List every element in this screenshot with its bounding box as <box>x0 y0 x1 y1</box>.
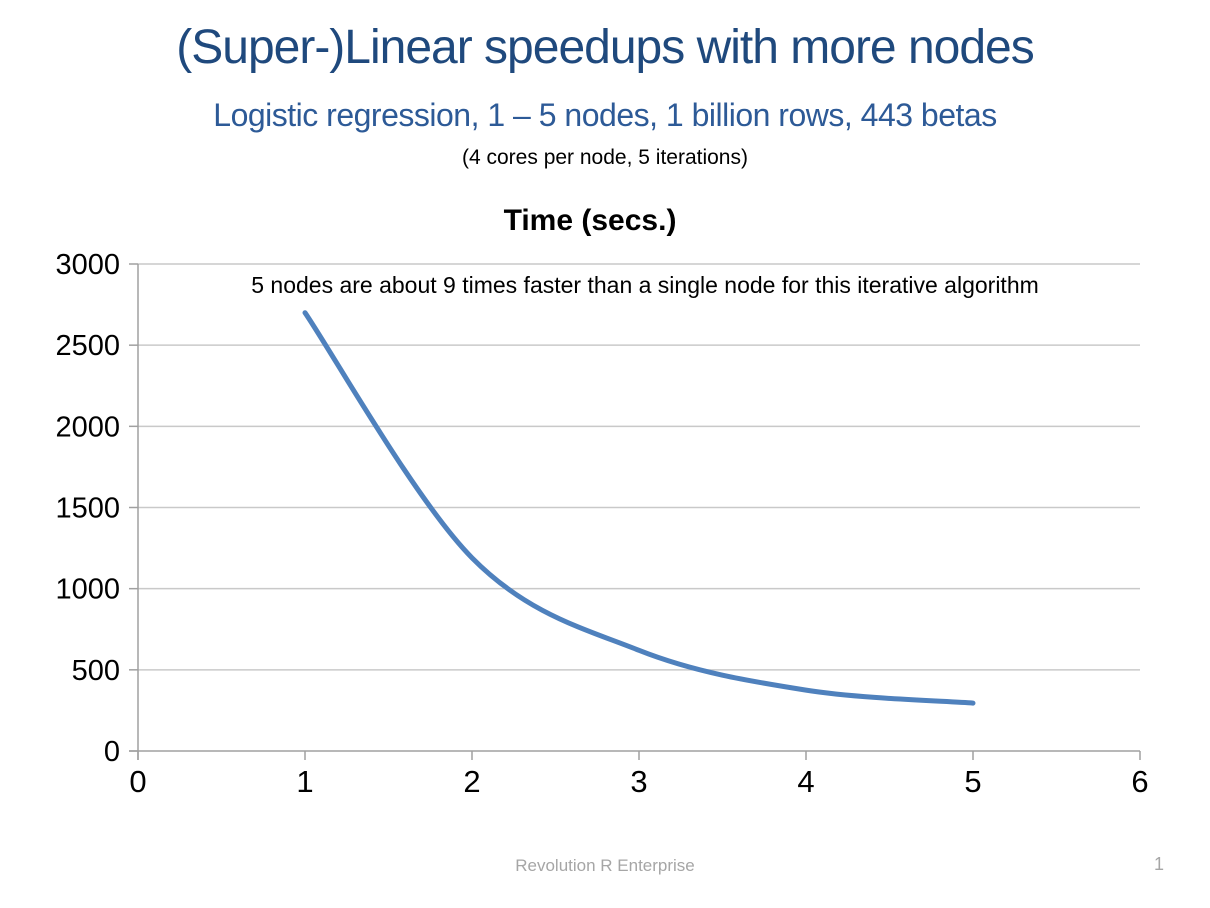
y-tick-label: 1000 <box>55 574 120 606</box>
y-tick-label: 3000 <box>55 249 120 281</box>
y-tick-label: 0 <box>104 736 120 768</box>
x-tick-label: 1 <box>296 764 313 799</box>
y-tick-label: 1500 <box>55 493 120 525</box>
x-tick-label: 3 <box>630 764 647 799</box>
x-tick-label: 4 <box>797 764 814 799</box>
footer-text: Revolution R Enterprise <box>515 856 695 875</box>
x-tick-label: 5 <box>964 764 981 799</box>
page-number: 1 <box>1153 854 1164 874</box>
y-tick-label: 500 <box>72 655 120 687</box>
slide-title: (Super-)Linear speedups with more nodes <box>176 21 1034 74</box>
y-tick-label: 2500 <box>55 330 120 362</box>
x-tick-label: 2 <box>463 764 480 799</box>
x-tick-label: 0 <box>129 764 146 799</box>
slide-note: (4 cores per node, 5 iterations) <box>462 146 748 169</box>
chart-annotation: 5 nodes are about 9 times faster than a … <box>251 272 1039 298</box>
y-tick-label: 2000 <box>55 411 120 443</box>
chart-title: Time (secs.) <box>503 204 677 237</box>
x-tick-label: 6 <box>1131 764 1148 799</box>
slide-subtitle: Logistic regression, 1 – 5 nodes, 1 bill… <box>213 97 997 133</box>
data-series-line <box>302 310 976 706</box>
